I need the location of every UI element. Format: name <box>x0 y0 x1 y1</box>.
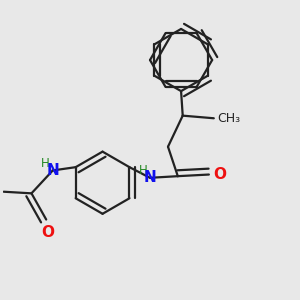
Text: O: O <box>42 225 55 240</box>
Text: CH₃: CH₃ <box>218 112 241 125</box>
Text: O: O <box>214 167 226 182</box>
Text: H: H <box>41 157 50 170</box>
Text: H: H <box>138 164 147 177</box>
Text: N: N <box>144 170 156 185</box>
Text: N: N <box>46 163 59 178</box>
